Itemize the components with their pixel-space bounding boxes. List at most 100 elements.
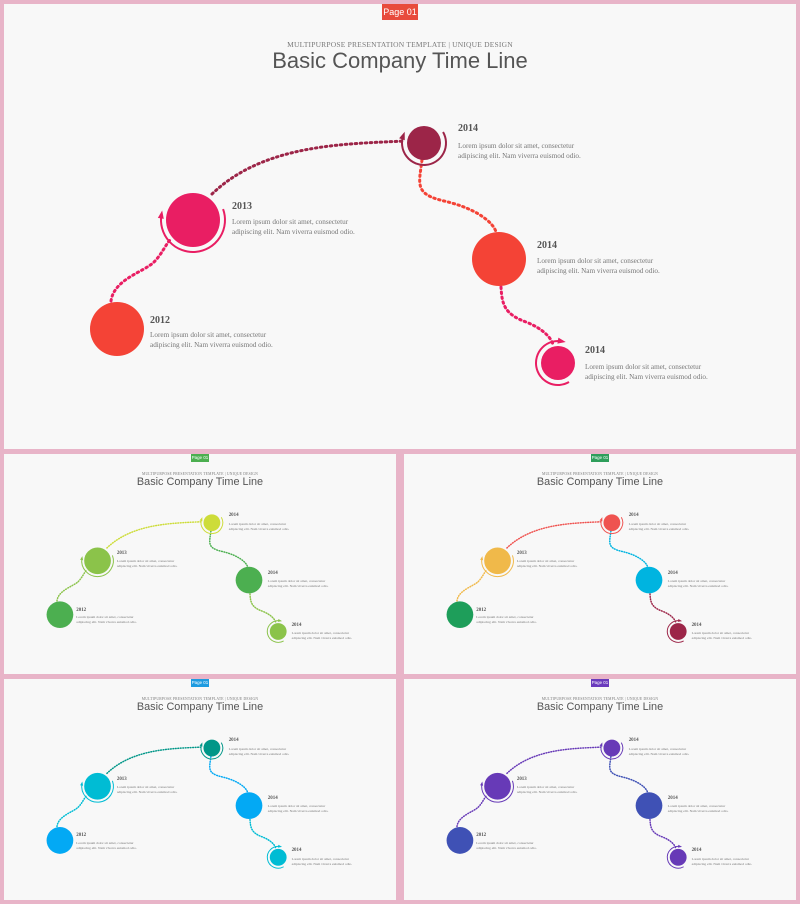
page-tag: Page 01: [591, 679, 609, 687]
timeline-connector: [210, 139, 407, 196]
event-year: 2014: [585, 345, 605, 356]
event-description: Lorem ipsum dolor sit amet, consectetur …: [267, 804, 329, 814]
event-year: 2014: [628, 738, 639, 744]
timeline-node: [203, 739, 221, 757]
timeline-node: [669, 848, 687, 866]
timeline-slide: Page 01 MULTIPURPOSE PRESENTATION TEMPLAT…: [4, 4, 796, 449]
timeline-connector: [56, 795, 87, 828]
timeline-node: [235, 566, 263, 594]
event-description: Lorem ipsum dolor sit amet, consectetur …: [476, 615, 537, 625]
timeline-node: [472, 232, 526, 286]
timeline-node: [203, 514, 221, 532]
node-ring-arrow-icon: [80, 556, 84, 561]
timeline-graphic: [446, 514, 687, 643]
node-ring-arrow-icon: [157, 210, 164, 219]
event-year: 2014: [291, 622, 302, 628]
event-description: Lorem ipsum dolor sit amet, consectetur …: [291, 630, 353, 640]
node-ring-arrow-icon: [480, 556, 484, 561]
node-ring-arc: [81, 780, 114, 803]
event-year: 2014: [458, 123, 478, 134]
page-tag: Page 01: [591, 454, 609, 462]
node-ring-arc: [535, 340, 570, 386]
event-description: Lorem ipsum dolor sit amet, consectetur …: [150, 331, 273, 349]
slide-subtitle: MULTIPURPOSE PRESENTATION TEMPLATE | UNI…: [141, 471, 259, 476]
timeline-connector: [106, 520, 204, 549]
slide-title: Basic Company Time Line: [536, 700, 664, 713]
event-year: 2014: [667, 570, 678, 576]
event-year: 2014: [628, 512, 639, 518]
timeline-slide: Page 01 MULTIPURPOSE PRESENTATION TEMPLAT…: [404, 454, 796, 674]
slide-title: Basic Company Time Line: [272, 48, 528, 73]
node-ring-arc: [401, 131, 447, 166]
slide-subtitle: MULTIPURPOSE PRESENTATION TEMPLATE | UNI…: [541, 471, 659, 476]
timeline-node: [484, 547, 511, 575]
timeline-connector: [506, 746, 604, 775]
event-description: Lorem ipsum dolor sit amet, consectetur …: [228, 747, 290, 756]
node-ring-arrow-icon: [677, 618, 683, 622]
event-description: Lorem ipsum dolor sit amet, consectetur …: [691, 856, 753, 866]
timeline-node: [541, 346, 575, 380]
node-ring-arrow-icon: [677, 844, 683, 848]
node-ring-arc: [600, 742, 624, 760]
node-ring-arrow-icon: [599, 517, 603, 522]
timeline-connector: [456, 795, 487, 828]
timeline-node: [484, 772, 511, 800]
slide-subtitle: MULTIPURPOSE PRESENTATION TEMPLATE | UNI…: [541, 696, 659, 701]
event-description: Lorem ipsum dolor sit amet, consectetur …: [232, 218, 355, 236]
event-year: 2014: [291, 848, 302, 854]
timeline-node: [46, 601, 74, 629]
event-description: Lorem ipsum dolor sit amet, consectetur …: [516, 784, 578, 794]
timeline-node: [446, 601, 474, 629]
timeline-connector: [109, 238, 172, 303]
event-year: 2014: [537, 240, 557, 251]
timeline-node: [84, 547, 111, 575]
event-year: 2013: [516, 776, 527, 782]
slide-title: Basic Company Time Line: [136, 700, 264, 713]
timeline-node: [166, 193, 220, 247]
node-ring-arrow-icon: [399, 131, 405, 141]
node-ring-arrow-icon: [199, 742, 203, 747]
timeline-node: [90, 302, 144, 356]
node-ring-arc: [666, 620, 684, 643]
timeline-node: [269, 848, 287, 866]
timeline-node: [407, 126, 441, 160]
timeline-slide: Page 01 MULTIPURPOSE PRESENTATION TEMPLAT…: [4, 454, 396, 674]
page-tag: Page 01: [191, 679, 209, 687]
timeline-slide: Page 01 MULTIPURPOSE PRESENTATION TEMPLAT…: [4, 679, 396, 900]
timeline-connector: [609, 755, 649, 793]
event-year: 2013: [516, 551, 527, 557]
event-year: 2014: [267, 570, 278, 576]
timeline-connector: [106, 746, 204, 775]
page-tag: Page 01: [382, 4, 418, 20]
timeline-node: [235, 792, 263, 820]
event-year: 2014: [691, 848, 702, 854]
slide-title: Basic Company Time Line: [136, 475, 264, 488]
timeline-connector: [499, 285, 555, 347]
event-year: 2012: [150, 315, 170, 326]
node-ring-arrow-icon: [277, 844, 283, 848]
node-ring-arc: [481, 780, 514, 803]
event-description: Lorem ipsum dolor sit amet, consectetur …: [691, 630, 753, 640]
node-ring-arc: [200, 517, 224, 535]
timeline-node: [46, 826, 74, 854]
event-description: Lorem ipsum dolor sit amet, consectetur …: [267, 578, 329, 588]
node-ring-arc: [666, 845, 684, 869]
event-year: 2014: [228, 738, 239, 744]
node-ring-arrow-icon: [480, 781, 484, 786]
event-year: 2014: [228, 512, 239, 518]
timeline-node: [635, 566, 663, 594]
event-description: Lorem ipsum dolor sit amet, consectetur …: [667, 804, 729, 814]
event-year: 2014: [667, 796, 678, 802]
event-description: Lorem ipsum dolor sit amet, consectetur …: [628, 747, 690, 756]
node-ring-arc: [200, 742, 224, 760]
slide-subtitle: MULTIPURPOSE PRESENTATION TEMPLATE | UNI…: [141, 696, 259, 701]
page-tag: Page 01: [191, 454, 209, 462]
event-year: 2012: [476, 833, 487, 839]
node-ring-arrow-icon: [557, 337, 566, 344]
event-year: 2013: [116, 551, 127, 557]
slide-title: Basic Company Time Line: [536, 475, 664, 488]
timeline-slide: Page 01 MULTIPURPOSE PRESENTATION TEMPLAT…: [404, 679, 796, 900]
event-year: 2013: [116, 776, 127, 782]
timeline-node: [269, 623, 287, 640]
event-description: Lorem ipsum dolor sit amet, consectetur …: [228, 521, 290, 531]
